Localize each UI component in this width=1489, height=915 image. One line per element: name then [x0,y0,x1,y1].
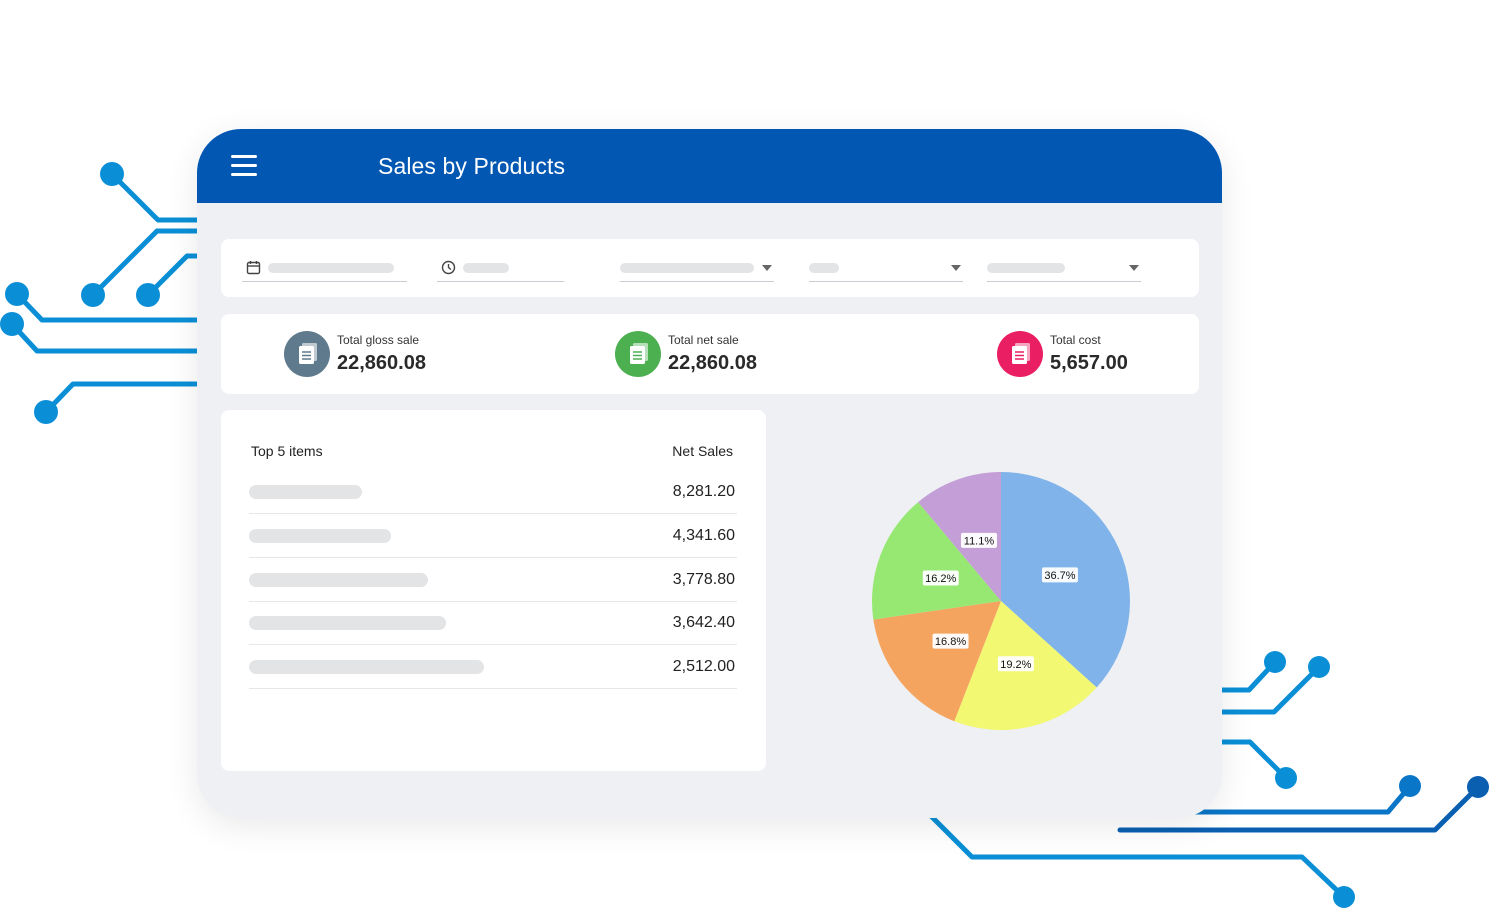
placeholder-bar [620,263,754,273]
kpi-value: 5,657.00 [1050,352,1128,374]
item-name-placeholder [249,573,428,587]
kpi-icon-circle [615,331,661,377]
kpi-label: Total net sale [668,333,739,347]
kpi-label: Total cost [1050,333,1101,347]
item-name-placeholder [249,529,391,543]
chevron-down-icon [1129,265,1139,271]
item-net-sales: 8,281.20 [672,483,735,500]
net-sales-column-header: Net Sales [672,443,733,459]
calendar-icon [246,261,261,275]
svg-text:19.2%: 19.2% [1000,659,1031,671]
net-sales-pie-chart: 36.7% 19.2% 16.8% 16.2% 11.1% [872,472,1130,730]
kpi-summary: Total gloss sale 22,860.08 Total net sal… [221,314,1199,394]
pie-slice-label: 19.2% [997,656,1034,672]
item-name-placeholder [249,616,446,630]
item-net-sales: 4,341.60 [672,527,735,544]
item-net-sales: 3,778.80 [672,571,735,588]
table-row[interactable]: 8,281.20 [249,470,737,514]
kpi-value: 22,860.08 [668,352,757,374]
item-name-placeholder [249,485,362,499]
table-row[interactable]: 3,778.80 [249,558,737,602]
clock-icon [441,260,456,275]
kpi-label: Total gloss sale [337,333,420,347]
pie-slice-label: 36.7% [1041,567,1078,583]
pie-slice[interactable] [918,472,1001,601]
table-row[interactable]: 4,341.60 [249,514,737,558]
top-items-title: Top 5 items [251,443,323,459]
table-row[interactable]: 3,642.40 [249,601,737,645]
table-row[interactable]: 2,512.00 [249,645,737,689]
page-title: Sales by Products [378,153,566,179]
placeholder-bar [463,263,509,273]
placeholder-bar [809,263,839,273]
svg-text:36.7%: 36.7% [1044,570,1075,582]
pie-slice-label: 11.1% [960,532,997,548]
app-header: Sales by Products [197,129,1222,203]
kpi-icon-circle [997,331,1043,377]
document-icon [1012,343,1030,364]
pie-slice[interactable] [872,502,1001,620]
document-icon [299,343,317,364]
chevron-down-icon [951,265,961,271]
filter-select-2[interactable] [809,257,963,282]
document-icon [630,343,648,364]
hamburger-menu-icon[interactable] [231,155,257,177]
time-filter[interactable] [437,257,564,282]
pie-slice-label: 16.2% [922,570,959,586]
pie-slice-label: 16.8% [932,633,969,649]
kpi-value: 22,860.08 [337,352,426,374]
placeholder-bar [268,263,394,273]
chevron-down-icon [762,265,772,271]
placeholder-bar [987,263,1065,273]
kpi-icon-circle [284,331,330,377]
date-filter[interactable] [242,257,407,282]
filter-bar [221,239,1199,297]
svg-text:16.8%: 16.8% [935,636,966,648]
svg-text:11.1%: 11.1% [964,535,995,547]
item-net-sales: 2,512.00 [672,658,735,675]
top-items-card: Top 5 items Net Sales 8,281.20 4,341.60 … [221,410,766,771]
svg-text:16.2%: 16.2% [925,573,956,585]
filter-select-3[interactable] [987,257,1141,282]
item-name-placeholder [249,660,484,674]
pie-slice[interactable] [873,601,1001,722]
item-net-sales: 3,642.40 [672,614,735,631]
app-window: Sales by Products [197,129,1222,818]
filter-select-1[interactable] [620,257,774,282]
